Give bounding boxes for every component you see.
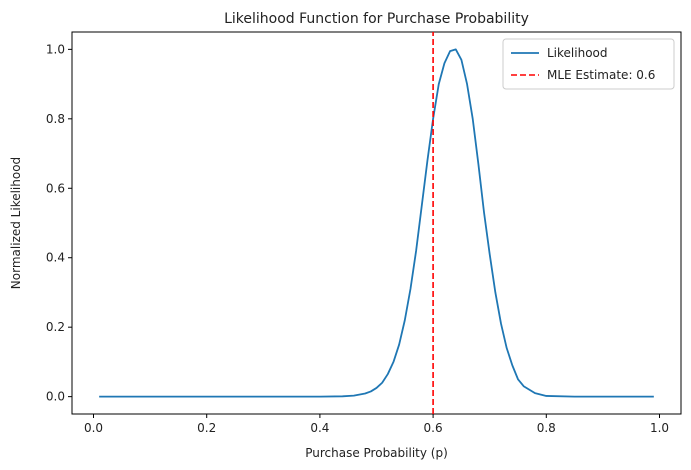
x-tick-label: 0.4 xyxy=(310,421,329,435)
x-axis-title: Purchase Probability (p) xyxy=(305,446,448,460)
y-tick-label: 0.8 xyxy=(46,112,65,126)
x-axis-ticks: 0.0 0.2 0.4 0.6 0.8 1.0 xyxy=(84,414,669,435)
likelihood-line xyxy=(99,48,654,398)
x-tick-label: 0.6 xyxy=(424,421,443,435)
legend-label-mle: MLE Estimate: 0.6 xyxy=(547,68,655,82)
plot-area-frame xyxy=(71,31,682,415)
x-tick-label: 1.0 xyxy=(650,421,669,435)
y-tick-label: 0.6 xyxy=(46,181,65,195)
y-axis-ticks: 0.0 0.2 0.4 0.6 0.8 1.0 xyxy=(46,42,72,404)
legend: Likelihood MLE Estimate: 0.6 xyxy=(502,38,675,90)
y-tick-label: 0.0 xyxy=(46,390,65,404)
chart-title: Likelihood Function for Purchase Probabi… xyxy=(224,11,529,27)
y-axis-title: Normalized Likelihood xyxy=(9,157,23,289)
y-tick-label: 0.4 xyxy=(46,251,65,265)
legend-label-likelihood: Likelihood xyxy=(547,46,608,60)
x-tick-label: 0.0 xyxy=(84,421,103,435)
legend-box xyxy=(502,38,675,90)
y-tick-label: 1.0 xyxy=(46,42,65,56)
y-tick-label: 0.2 xyxy=(46,320,65,334)
series-layer xyxy=(99,32,654,414)
x-tick-label: 0.8 xyxy=(537,421,556,435)
x-tick-label: 0.2 xyxy=(197,421,216,435)
